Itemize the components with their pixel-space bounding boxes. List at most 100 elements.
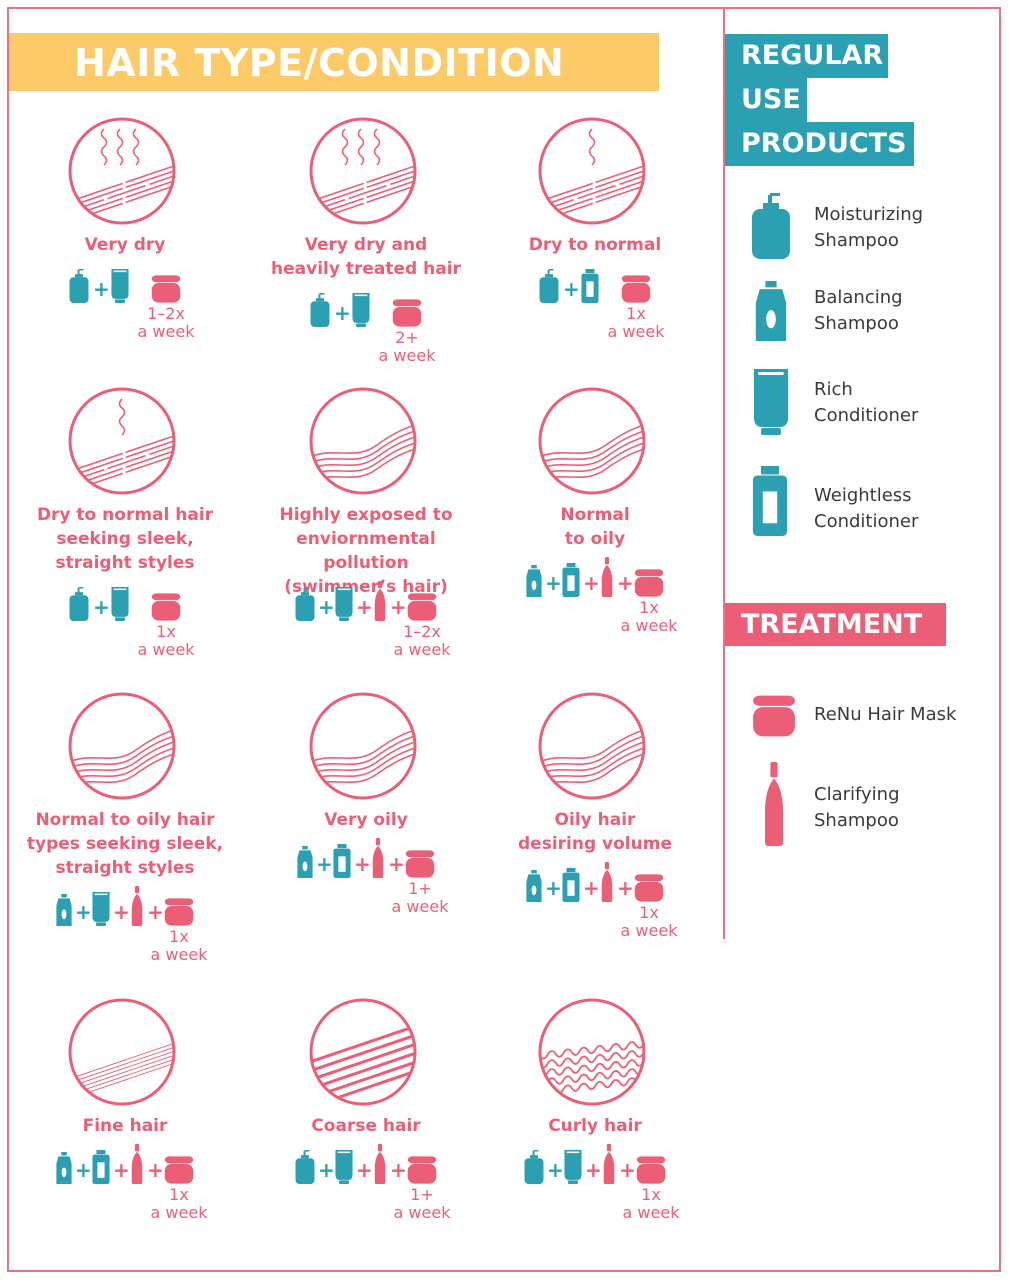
clarifying-shampoo-icon (601, 862, 613, 902)
plus-icon: + (113, 900, 130, 924)
frequency-line: a week (620, 616, 678, 635)
rich-conditioner-icon (335, 587, 353, 621)
condition-name-line: (swimmer’s hair) (284, 577, 448, 597)
product-icon-row: + + + (480, 1144, 710, 1188)
plus-icon: + (75, 900, 92, 924)
condition-name: Highly exposed to enviornmental pollution… (251, 503, 481, 599)
legend-label-line: Conditioner (814, 405, 919, 426)
plus-icon: + (356, 1158, 373, 1182)
legend-clarifying-shampoo: Clarifying Shampoo (814, 782, 994, 834)
treatment-frequency: 1+ a week (377, 1186, 467, 1222)
page-title: HAIR TYPE/CONDITION (74, 41, 565, 85)
hair-mask-icon (392, 299, 422, 327)
hair-mask-icon (407, 1156, 437, 1184)
legend-label-line: Moisturizing (814, 204, 924, 225)
condition-name: Dry to normal hair seeking sleek, straight… (10, 503, 240, 575)
moisturizing-shampoo-icon (310, 293, 330, 327)
condition-name: Curly hair (480, 1114, 710, 1138)
plus-icon: + (318, 595, 335, 619)
frequency-line: a week (150, 945, 208, 964)
condition-name: Very oily (251, 808, 481, 832)
condition-name: Normal to oily (480, 503, 710, 551)
legend-label-line: Balancing (814, 287, 903, 308)
condition-name-line: Dry to normal hair (36, 505, 214, 525)
frequency-line: 1x (641, 1185, 661, 1204)
condition-name: Oily hair desiring volume (480, 808, 710, 856)
plus-icon: + (545, 876, 562, 900)
condition-name: Normal to oily hair types seeking sleek, s… (10, 808, 240, 880)
treatment-frequency: 1+ a week (375, 880, 465, 916)
hair-mask-icon (164, 898, 194, 926)
legend-label-line: Shampoo (814, 313, 899, 334)
legend-label-line: ReNu Hair Mask (814, 704, 957, 725)
plus-icon: + (147, 1158, 164, 1182)
treatment-frequency: 1x a week (134, 1186, 224, 1222)
frequency-line: 1–2x (403, 622, 441, 641)
rich-conditioner-icon (92, 892, 110, 926)
treatment-frequency: 2+ a week (362, 329, 452, 365)
condition-name: Fine hair (10, 1114, 240, 1138)
product-icon-row: + (10, 267, 240, 307)
legend-label-line: Clarifying (814, 784, 900, 805)
column-divider (723, 9, 725, 939)
condition-name-line: Dry to normal (528, 235, 662, 255)
curly-hair-illustration (536, 996, 648, 1108)
clarifying-shampoo-icon (372, 838, 384, 878)
hair-mask-icon (634, 569, 664, 597)
straight-hair-illustration (536, 115, 648, 227)
legend-moisturizing-shampoo: Moisturizing Shampoo (814, 202, 994, 254)
hair-mask-icon (151, 275, 181, 303)
condition-name-line: Normal to oily hair (35, 810, 215, 830)
product-icon-row: + + + (480, 862, 710, 906)
condition-card: Very dry and heavily treated hair + 2+ a w… (251, 115, 481, 405)
legend-label-line: Shampoo (814, 230, 899, 251)
plus-icon: + (113, 1158, 130, 1182)
balancing-shampoo-icon (526, 870, 542, 902)
legend-hair-mask: ReNu Hair Mask (814, 702, 994, 728)
title-bar (9, 33, 659, 91)
moisturizing-shampoo-icon (752, 193, 790, 259)
moisturizing-shampoo-icon (524, 1150, 544, 1184)
rich-conditioner-icon (111, 269, 129, 303)
condition-name-line: Very dry and (304, 235, 428, 255)
balancing-shampoo-icon (56, 894, 72, 926)
plus-icon: + (318, 1158, 335, 1182)
plus-icon: + (617, 876, 634, 900)
treatment-frequency: 1–2x a week (121, 305, 211, 341)
frequency-line: 1x (639, 598, 659, 617)
legend-label-line: Weightless (814, 485, 912, 506)
rich-conditioner-icon (564, 1150, 582, 1184)
condition-name-line: seeking sleek, (56, 529, 194, 549)
condition-card: Highly exposed to enviornmental pollution… (251, 385, 481, 675)
frequency-line: a week (378, 346, 436, 365)
frequency-line: 1x (626, 304, 646, 323)
clarifying-shampoo-icon (131, 1144, 143, 1184)
fine-hair-illustration (66, 996, 178, 1108)
weightless-conditioner-icon (562, 868, 580, 902)
rich-conditioner-icon (352, 293, 370, 327)
condition-name-line: Very oily (324, 810, 408, 830)
wavy-hair-illustration (536, 385, 648, 497)
wavy-hair-illustration (307, 385, 419, 497)
condition-name: Very dry and heavily treated hair (251, 233, 481, 281)
product-icon-row: + (10, 585, 240, 625)
condition-card: Oily hair desiring volume + + + 1x a week (480, 690, 710, 980)
plus-icon: + (93, 595, 110, 619)
frequency-line: a week (150, 1203, 208, 1222)
weightless-conditioner-icon (562, 563, 580, 597)
hair-mask-icon (621, 275, 651, 303)
condition-card: Very oily + + + 1+ a week (251, 690, 481, 980)
legend-label-line: Conditioner (814, 511, 919, 532)
condition-card: Normal to oily + + + 1x a week (480, 385, 710, 675)
frequency-line: a week (391, 897, 449, 916)
clarifying-shampoo-icon (374, 1144, 386, 1184)
treatment-frequency: 1x a week (604, 599, 694, 635)
frequency-line: a week (620, 921, 678, 940)
condition-card: Very dry + 1–2x a week (10, 115, 240, 405)
plus-icon: + (334, 301, 351, 325)
treatment-frequency: 1–2x a week (377, 623, 467, 659)
condition-name-line: Curly hair (548, 1116, 642, 1136)
hair-mask-icon (407, 593, 437, 621)
page-frame (7, 7, 1001, 1272)
product-icon-row: + (480, 267, 710, 307)
